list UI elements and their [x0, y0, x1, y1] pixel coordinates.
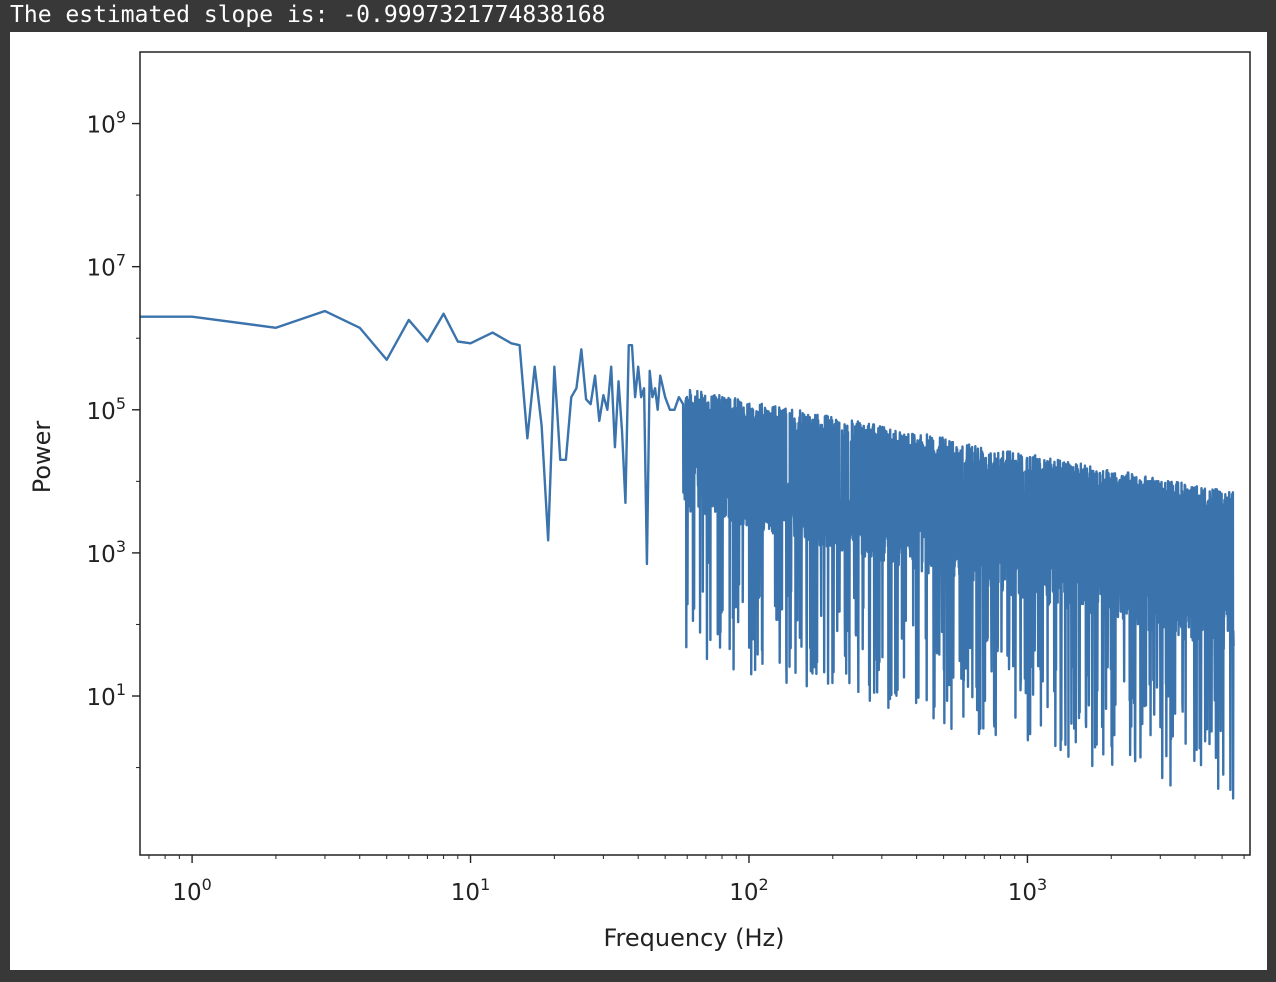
y-tick-label: 109: [87, 108, 126, 139]
x-axis-title: Frequency (Hz): [604, 924, 785, 952]
y-tick-label: 105: [87, 394, 126, 425]
x-tick-label: 102: [729, 875, 768, 906]
x-tick-label: 101: [451, 875, 490, 906]
y-tick-label: 101: [87, 680, 126, 711]
x-tick-label: 100: [172, 875, 211, 906]
estimated-slope-output: The estimated slope is: -0.9997321774838…: [10, 2, 606, 28]
y-tick-label: 103: [87, 537, 126, 568]
power-spectrum-chart: 100 101 102 103 101 103 105 107 109 Frequency (…: [28, 51, 1251, 952]
figure: 100 101 102 103 101 103 105 107 109 Frequency (…: [10, 32, 1267, 970]
x-axis: 100 101 102 103: [148, 855, 1245, 906]
power-series-line: [140, 309, 1235, 800]
y-axis-title: Power: [28, 421, 56, 494]
plot-frame: [139, 51, 1251, 856]
x-tick-label: 103: [1008, 875, 1047, 906]
series-layer: [140, 309, 1235, 800]
y-tick-label: 107: [87, 251, 126, 282]
y-axis: 101 103 105 107 109: [87, 108, 140, 769]
